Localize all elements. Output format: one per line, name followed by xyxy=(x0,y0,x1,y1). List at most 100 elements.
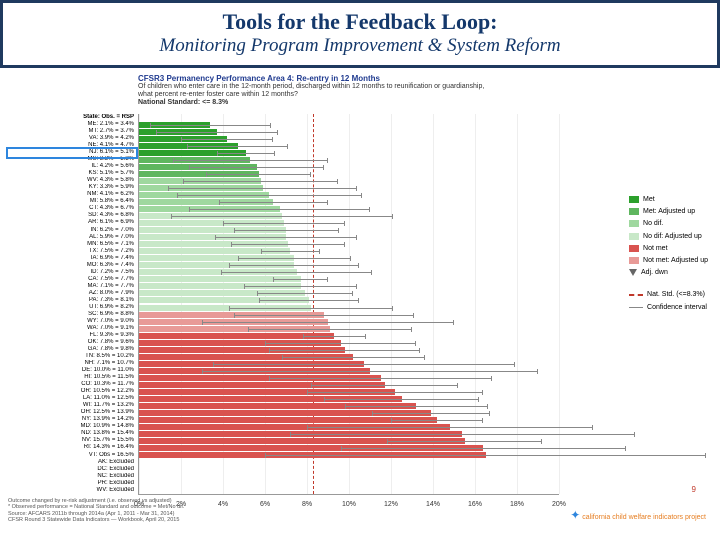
row-label: WY: 7.0% = 9.0% xyxy=(8,318,136,325)
row-label: CT: 4.3% = 6.7% xyxy=(8,205,136,212)
row-label: NY: 13.9% = 14.2% xyxy=(8,416,136,423)
row-label: VT: Obs = 16.5% xyxy=(8,452,136,459)
confidence-interval xyxy=(244,286,357,287)
confidence-interval xyxy=(187,146,288,147)
row-label: NV: 15.7% = 15.5% xyxy=(8,437,136,444)
confidence-interval xyxy=(202,322,454,323)
header-panel: Tools for the Feedback Loop: Monitoring … xyxy=(3,3,717,65)
legend-item: No dif. xyxy=(629,218,708,229)
row-label: State: Obs. = RSP xyxy=(8,114,136,121)
legend-swatch xyxy=(629,233,639,240)
confidence-interval xyxy=(150,125,272,126)
legend-swatch xyxy=(629,257,639,264)
confidence-interval xyxy=(206,174,311,175)
page-number: 9 xyxy=(692,485,696,494)
legend-swatch xyxy=(629,220,639,227)
legend-item: Met xyxy=(629,194,708,205)
row-label: SD: 4.3% = 6.8% xyxy=(8,212,136,219)
row-label-excluded: NC: Excluded xyxy=(8,473,136,480)
confidence-interval xyxy=(217,153,276,154)
row-label: NJ: 6.1% = 5.1% xyxy=(8,149,136,156)
logo-text: california child welfare indicators proj… xyxy=(582,514,706,521)
legend-item: Not met: Adjusted up xyxy=(629,255,708,266)
confidence-interval xyxy=(303,336,366,337)
legend-swatch xyxy=(629,196,639,203)
confidence-interval xyxy=(229,265,359,266)
legend-swatch xyxy=(629,269,637,276)
logo: ✦ california child welfare indicators pr… xyxy=(570,508,706,522)
gridline xyxy=(475,114,476,494)
confidence-interval xyxy=(307,427,593,428)
confidence-interval xyxy=(372,413,490,414)
confidence-interval xyxy=(269,350,420,351)
confidence-interval xyxy=(265,455,706,456)
legend-swatch xyxy=(629,245,639,252)
row-label: AZ: 8.0% = 7.9% xyxy=(8,290,136,297)
confidence-interval xyxy=(261,251,320,252)
row-label: FL: 9.3% = 9.3% xyxy=(8,332,136,339)
confidence-interval xyxy=(223,223,345,224)
row-label: MT: 2.7% = 3.7% xyxy=(8,128,136,135)
row-label-excluded: AK: Excluded xyxy=(8,459,136,466)
legend-line-icon xyxy=(629,307,643,308)
page-title: Tools for the Feedback Loop: xyxy=(3,9,717,35)
x-tick-label: 6% xyxy=(260,501,270,508)
row-label: KY: 3.3% = 5.9% xyxy=(8,184,136,191)
confidence-interval xyxy=(189,167,323,168)
confidence-interval xyxy=(265,343,416,344)
confidence-interval xyxy=(391,420,483,421)
row-label: LA: 11.0% = 12.5% xyxy=(8,395,136,402)
legend-label: Not met xyxy=(643,243,668,254)
row-label: WV: 4.3% = 5.8% xyxy=(8,177,136,184)
confidence-interval xyxy=(221,272,372,273)
legend-item: Not met xyxy=(629,243,708,254)
row-label: IL: 4.2% = 5.6% xyxy=(8,163,136,170)
legend-label: Nat. Std. (<=8.3%) xyxy=(647,289,705,300)
legend-item: Nat. Std. (<=8.3%) xyxy=(629,289,708,300)
row-label: AR: 6.1% = 6.9% xyxy=(8,219,136,226)
legend-label: Not met: Adjusted up xyxy=(643,255,708,266)
row-label: MI: 5.8% = 6.4% xyxy=(8,198,136,205)
header-band: Tools for the Feedback Loop: Monitoring … xyxy=(0,0,720,68)
chart-subtitle-1: Of children who enter care in the 12-mon… xyxy=(138,83,712,91)
legend-item: Adj. dwn xyxy=(629,267,708,278)
confidence-interval xyxy=(273,279,328,280)
row-label: PA: 7.3% = 8.1% xyxy=(8,297,136,304)
confidence-interval xyxy=(219,202,328,203)
confidence-interval xyxy=(257,293,354,294)
row-label: TN: 8.5% = 10.2% xyxy=(8,353,136,360)
gridline xyxy=(559,114,560,494)
legend-item: Met: Adjusted up xyxy=(629,206,708,217)
x-tick-label: 20% xyxy=(552,501,566,508)
row-label-excluded: WV: Excluded xyxy=(8,487,136,494)
row-label: NM: 4.1% = 6.2% xyxy=(8,191,136,198)
plot-area: 0%2%4%6%8%10%12%14%16%18%20% xyxy=(138,114,559,495)
footer-l3: Source: AFCARS 2011b through 2014a (Apr … xyxy=(8,511,184,518)
x-tick-label: 18% xyxy=(510,501,524,508)
confidence-interval xyxy=(215,237,358,238)
confidence-interval xyxy=(189,209,370,210)
confidence-interval xyxy=(181,139,273,140)
footer-notes: Outcome changed by re-risk adjustment (i… xyxy=(8,498,184,524)
chart-container: CFSR3 Permanency Performance Area 4: Re-… xyxy=(8,74,712,524)
row-label: AL: 5.9% = 7.0% xyxy=(8,234,136,241)
gridline xyxy=(517,114,518,494)
row-label: VA: 3.9% = 4.2% xyxy=(8,135,136,142)
chart-subtitle-3: National Standard: <= 8.3% xyxy=(138,99,712,107)
row-label: CA: 7.5% = 7.7% xyxy=(8,276,136,283)
chart-subtitle-2: what percent re-enter foster care within… xyxy=(138,91,712,99)
confidence-interval xyxy=(238,258,351,259)
confidence-interval xyxy=(177,195,362,196)
row-label: MA: 7.1% = 7.7% xyxy=(8,283,136,290)
legend-item: No dif: Adjusted up xyxy=(629,231,708,242)
confidence-interval xyxy=(324,399,479,400)
confidence-interval xyxy=(345,406,488,407)
page-subtitle: Monitoring Program Improvement & System … xyxy=(3,35,717,57)
confidence-interval xyxy=(248,329,412,330)
confidence-interval xyxy=(231,244,344,245)
legend-label: Confidence interval xyxy=(647,302,707,313)
confidence-interval xyxy=(168,188,357,189)
y-axis-labels: State: Obs. = RSPME: 2.1% = 3.4%MT: 2.7%… xyxy=(8,114,136,494)
row-label: MN: 6.5% = 7.1% xyxy=(8,241,136,248)
footer-l1: Outcome changed by re-risk adjustment (i… xyxy=(8,498,184,505)
